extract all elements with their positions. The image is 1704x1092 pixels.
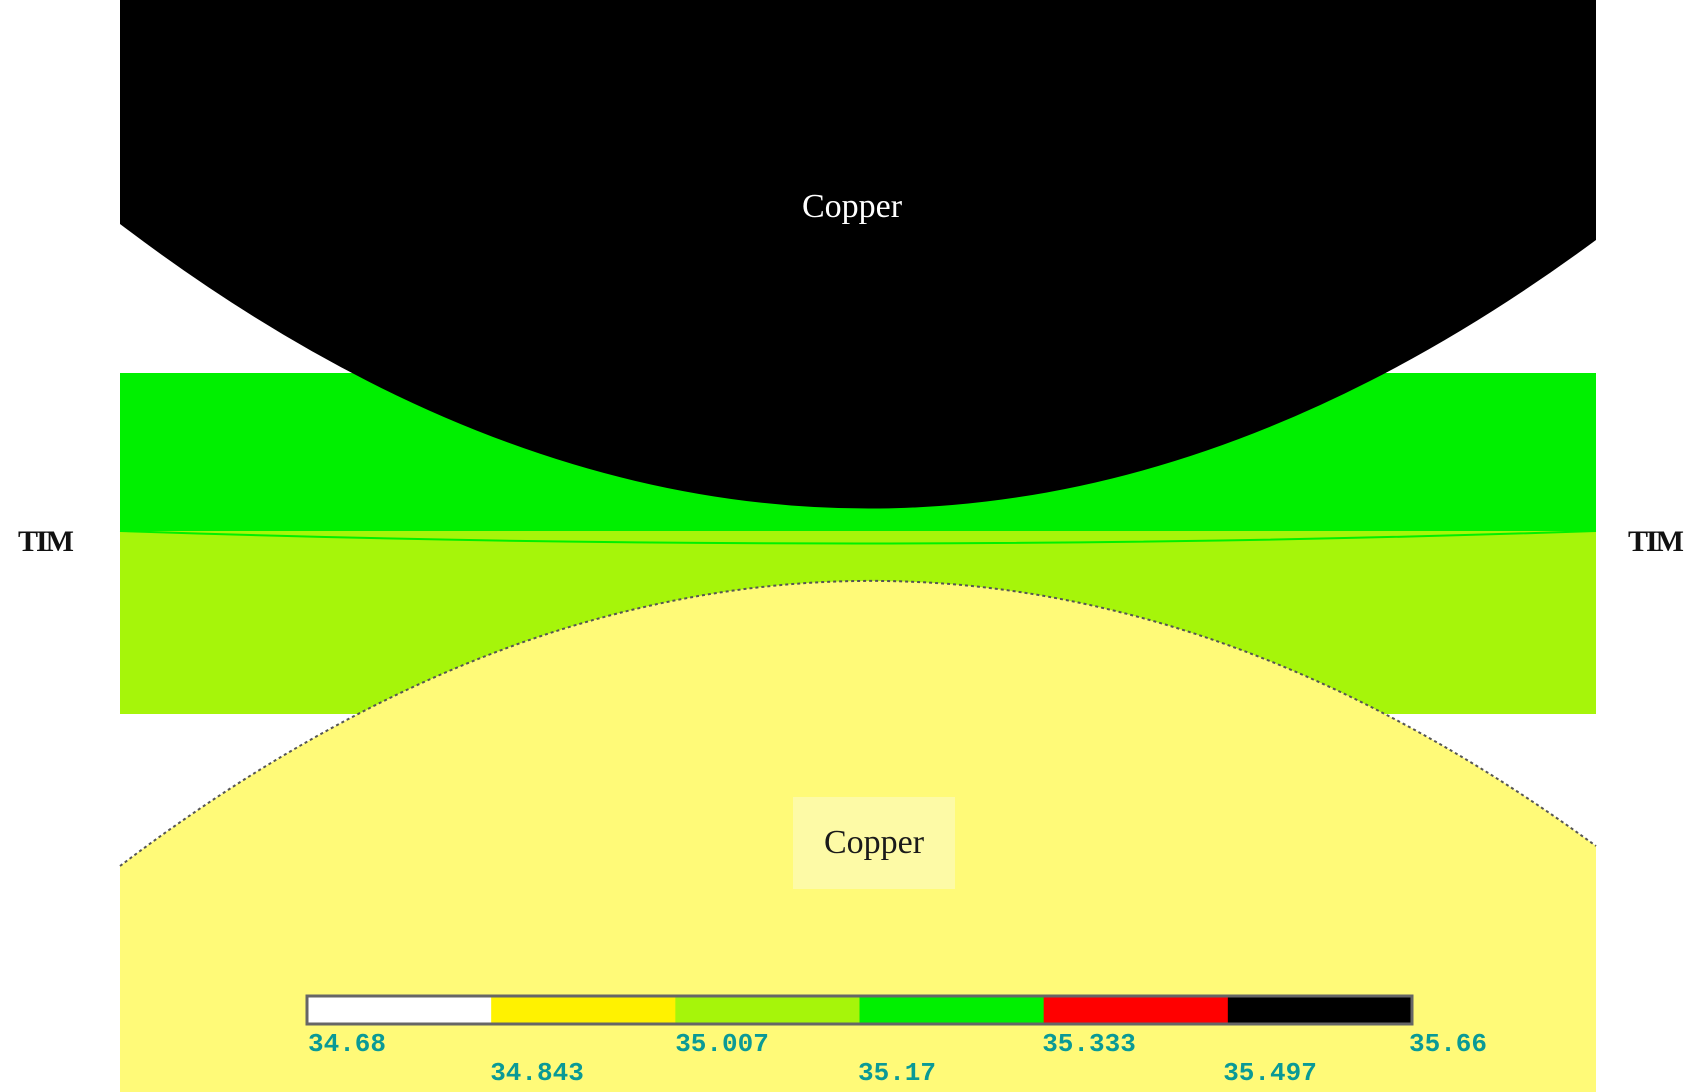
copper-top-label: Copper [801, 188, 903, 225]
legend-band [859, 996, 1045, 1024]
copper-top-region [120, 0, 1596, 509]
legend-colorbar [305, 994, 1414, 1026]
tim-left-label: TIM [18, 525, 74, 558]
legend-band [1227, 996, 1413, 1024]
legend-frame [305, 994, 1414, 1026]
tim-band-boundary-upper [119, 530, 1597, 545]
legend-band [1043, 996, 1229, 1024]
legend-tick-lower: 34.843 [490, 1058, 584, 1088]
legend-tick-upper: 34.68 [307, 1029, 387, 1059]
copper-bottom-label: Copper [793, 797, 955, 889]
legend-band [675, 996, 860, 1024]
legend-tick-upper: 35.333 [1042, 1029, 1136, 1059]
tim-right-label: TIM [1628, 525, 1684, 558]
legend-tick-upper: 35.007 [675, 1029, 769, 1059]
legend-band [491, 996, 676, 1024]
legend-tick-upper: 35.66 [1408, 1029, 1488, 1059]
legend-band [307, 996, 492, 1024]
legend-tick-lower: 35.17 [857, 1058, 937, 1088]
legend-tick-lower: 35.497 [1223, 1058, 1317, 1088]
copper-bottom-outline [119, 580, 1597, 867]
